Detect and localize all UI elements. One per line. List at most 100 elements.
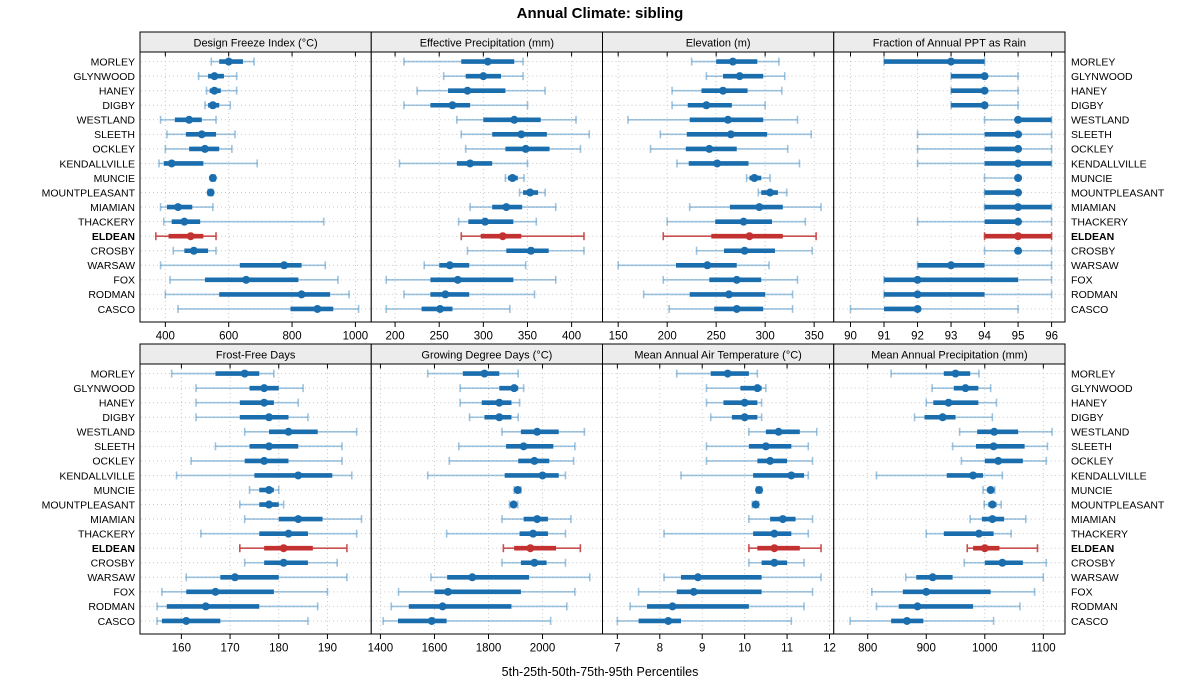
axis-tick-label: 300 [474,331,493,343]
site-label-left: DIGBY [102,412,135,424]
site-label-right: DIGBY [1071,100,1104,112]
median-dot [533,515,542,524]
chart-title: Annual Climate: sibling [516,5,684,22]
median-dot [750,174,759,182]
median-dot [755,203,764,212]
median-dot [265,442,274,451]
site-label-left: MUNCIE [94,485,135,497]
site-label-right: MORLEY [1071,56,1115,68]
site-label-left: MUNCIE [94,173,135,185]
site-label-left: CROSBY [91,246,135,258]
median-dot [265,500,274,509]
axis-tick-label: 95 [1012,331,1025,343]
median-dot [724,290,733,299]
axis-tick-label: 1800 [476,643,502,655]
axis-tick-label: 90 [844,331,857,343]
median-dot [751,500,760,509]
median-dot [230,573,239,582]
site-label-left: GLYNWOOD [73,71,135,83]
axis-tick-label: 160 [172,643,191,655]
median-dot [713,159,722,168]
median-dot [951,369,960,378]
site-label-right: HANEY [1071,86,1107,98]
axis-tick-label: 1600 [422,643,448,655]
median-dot [902,616,911,625]
median-dot [483,57,492,66]
axis-tick-label: 1000 [343,331,369,343]
median-dot [740,246,749,255]
median-dot [174,203,183,212]
median-dot [1014,159,1023,168]
median-dot [480,369,489,378]
median-dot [770,544,779,553]
axis-tick-label: 94 [978,331,991,343]
panel-box [602,363,835,635]
median-dot [526,544,535,553]
median-dot [242,275,251,284]
panel-box [139,363,372,635]
median-dot [448,101,457,110]
site-label-right: CASCO [1071,616,1108,628]
median-dot [947,57,956,66]
median-dot [445,261,454,270]
site-label-right: MOUNTPLEASANT [1071,499,1165,511]
median-dot [495,398,504,407]
median-dot [284,427,293,436]
axis-tick-label: 200 [385,331,404,343]
median-dot [723,369,732,378]
median-dot [240,369,249,378]
panel-strip-title: Fraction of Annual PPT as Rain [873,38,1026,50]
median-dot [664,616,673,625]
median-dot [510,384,519,393]
median-dot [755,486,764,494]
median-dot [466,159,475,168]
median-dot [726,130,735,139]
median-dot [770,558,779,567]
median-dot [182,616,191,625]
site-label-left: KENDALLVILLE [59,470,135,482]
site-label-left: MIAMIAN [90,202,135,214]
median-dot [513,486,522,494]
site-label-right: MIAMIAN [1071,202,1116,214]
axis-tick-label: 1000 [972,643,998,655]
median-dot [260,398,269,407]
median-dot [705,144,714,153]
site-label-right: KENDALLVILLE [1071,470,1147,482]
median-dot [947,261,956,270]
median-dot [693,573,702,582]
median-dot [210,86,219,95]
site-label-right: WESTLAND [1071,427,1130,439]
axis-tick-label: 200 [658,331,677,343]
axis-tick-label: 250 [707,331,726,343]
median-dot [989,442,998,451]
axis-tick-label: 190 [318,643,337,655]
panel-strip-title: Elevation (m) [686,38,751,50]
site-label-right: MOUNTPLEASANT [1071,187,1165,199]
site-label-right: MORLEY [1071,368,1115,380]
median-dot [753,384,762,393]
site-label-left: SLEETH [94,441,135,453]
median-dot [766,456,775,465]
median-dot [1014,188,1023,197]
panel-strip-title: Mean Annual Precipitation (mm) [871,350,1028,362]
median-dot [284,529,293,538]
axis-tick-label: 350 [805,331,824,343]
median-dot [980,72,989,81]
median-dot [739,217,748,226]
site-label-left: OCKLEY [92,456,135,468]
median-dot [994,456,1003,465]
median-dot [443,587,452,596]
median-dot [279,558,288,567]
median-dot [913,290,922,299]
axis-tick-label: 8 [657,643,663,655]
site-label-right: WARSAW [1071,260,1119,272]
median-dot [530,558,539,567]
median-dot [208,101,217,110]
median-dot [913,602,922,611]
median-dot [980,101,989,110]
median-dot [740,398,749,407]
median-dot [689,587,698,596]
panel-strip-title: Mean Annual Air Temperature (°C) [634,350,801,362]
panel-box [139,51,372,323]
